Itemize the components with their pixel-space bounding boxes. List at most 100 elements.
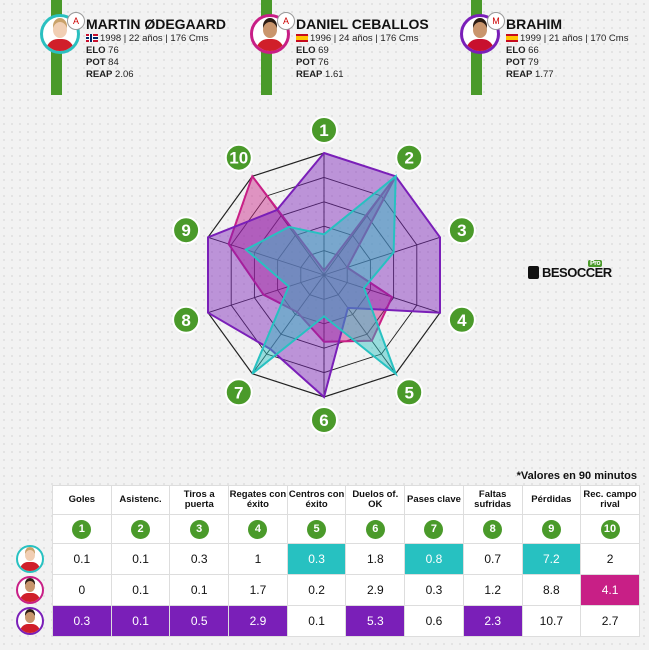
stat-header: Rec. campo rival bbox=[580, 485, 640, 515]
player-pot: POT 76 bbox=[296, 57, 329, 68]
stats-header-row: Goles Asistenc. Tiros a puerta Regates con … bbox=[8, 485, 640, 515]
player-pot: POT 79 bbox=[506, 57, 539, 68]
axis-badge bbox=[172, 305, 201, 334]
reap-value: 2.06 bbox=[115, 69, 134, 80]
axis-badge bbox=[224, 378, 253, 407]
player-avatar bbox=[16, 576, 44, 604]
club-crest-icon: M bbox=[487, 12, 505, 30]
radar-series-area bbox=[244, 174, 398, 377]
stat-value-cell: 7.2 bbox=[521, 543, 582, 575]
reap-label: REAP bbox=[506, 69, 533, 80]
elo-value: 76 bbox=[108, 45, 119, 56]
stat-value-cell: 0.7 bbox=[462, 543, 523, 575]
avatar-head-icon bbox=[53, 22, 67, 38]
avatar-body-icon bbox=[256, 39, 284, 51]
elo-label: ELO bbox=[506, 45, 526, 56]
stat-number-cell: 9 bbox=[521, 514, 582, 544]
player-stats-row: 0 0.1 0.1 1.7 0.2 2.9 0.3 1.2 8.8 4.1 bbox=[8, 574, 640, 606]
row-avatar-cell bbox=[8, 544, 53, 575]
stats-number-row: 1 2 3 4 5 6 7 8 9 10 bbox=[8, 514, 640, 544]
stat-value-cell: 1.7 bbox=[228, 574, 288, 606]
reap-label: REAP bbox=[296, 69, 323, 80]
stat-header: Regates con éxito bbox=[228, 485, 288, 515]
stat-value-cell: 8.8 bbox=[521, 574, 582, 606]
pot-label: POT bbox=[296, 57, 316, 68]
axis-badge bbox=[172, 216, 201, 245]
player-card: A DANIEL CEBALLOS 1996 | 24 años | 176 Cms… bbox=[248, 0, 438, 95]
avatar-head-icon bbox=[25, 581, 35, 592]
stat-number-cell: 2 bbox=[110, 514, 171, 544]
player-stats-row: 0.1 0.1 0.3 1 0.3 1.8 0.8 0.7 7.2 2 bbox=[8, 543, 640, 575]
stat-header: Centros con éxito bbox=[286, 485, 347, 515]
player-avatar bbox=[250, 14, 290, 54]
radar-series-area bbox=[207, 151, 441, 399]
stat-value-cell: 4.1 bbox=[580, 574, 640, 606]
player-reap: REAP 1.77 bbox=[506, 69, 554, 80]
elo-value: 66 bbox=[528, 45, 539, 56]
avatar-head-icon bbox=[25, 612, 35, 623]
avatar-head-icon bbox=[263, 22, 277, 38]
besoccer-mark-icon bbox=[528, 266, 539, 279]
axis-badge bbox=[395, 378, 424, 407]
player-info-text: 1996 | 24 años | 176 Cms bbox=[310, 33, 419, 44]
player-elo: ELO 66 bbox=[506, 45, 539, 56]
player-name: MARTIN ØDEGAARD bbox=[86, 16, 226, 32]
stat-value-cell: 1 bbox=[228, 543, 288, 575]
player-elo: ELO 69 bbox=[296, 45, 329, 56]
stat-value-cell: 0.3 bbox=[286, 543, 347, 575]
player-avatar bbox=[16, 545, 44, 573]
brand-pro-badge: Pro bbox=[588, 260, 603, 267]
axis-label: 10 bbox=[229, 149, 248, 168]
pot-value: 76 bbox=[318, 57, 329, 68]
stat-number-cell: 5 bbox=[286, 514, 347, 544]
elo-label: ELO bbox=[86, 45, 106, 56]
stat-number-cell: 4 bbox=[228, 514, 288, 544]
stat-number-badge: 7 bbox=[424, 520, 444, 539]
stat-value-cell: 0.5 bbox=[169, 605, 230, 637]
stat-number-cell: 6 bbox=[345, 514, 406, 544]
player-card: A MARTIN ØDEGAARD 1998 | 22 años | 176 Cms… bbox=[38, 0, 228, 95]
stat-number-badge: 4 bbox=[248, 520, 268, 539]
player-card: M BRAHIM 1999 | 21 años | 170 Cms ELO 66 POT… bbox=[458, 0, 648, 95]
player-elo: ELO 76 bbox=[86, 45, 119, 56]
radar-spoke bbox=[323, 274, 441, 314]
norway-flag-icon bbox=[86, 34, 98, 42]
stat-value-cell: 0.1 bbox=[286, 605, 347, 637]
player-info: 1996 | 24 años | 176 Cms bbox=[296, 33, 418, 44]
stat-value-cell: 10.7 bbox=[521, 605, 582, 637]
axis-badge bbox=[224, 143, 253, 172]
axis-badge bbox=[310, 116, 338, 144]
reap-value: 1.77 bbox=[535, 69, 554, 80]
stat-value-cell: 2.9 bbox=[228, 605, 288, 637]
axis-label: 5 bbox=[404, 383, 413, 402]
axis-label: 7 bbox=[234, 383, 243, 402]
stat-value-cell: 5.3 bbox=[345, 605, 406, 637]
stat-number-cell: 7 bbox=[404, 514, 464, 544]
stat-number-badge: 5 bbox=[307, 520, 327, 539]
stat-header: Pérdidas bbox=[521, 485, 582, 515]
player-pot: POT 84 bbox=[86, 57, 119, 68]
stat-value-cell: 0.3 bbox=[404, 574, 464, 606]
player-name: DANIEL CEBALLOS bbox=[296, 16, 429, 32]
player-stats-row: 0.3 0.1 0.5 2.9 0.1 5.3 0.6 2.3 10.7 2.7 bbox=[8, 605, 640, 637]
stat-number-badge: 8 bbox=[483, 520, 503, 539]
row-avatar-cell bbox=[8, 606, 53, 637]
elo-label: ELO bbox=[296, 45, 316, 56]
stat-value-cell: 0.1 bbox=[169, 574, 230, 606]
stat-number-badge: 6 bbox=[365, 520, 385, 539]
radar-series-area bbox=[227, 174, 397, 343]
player-reap: REAP 1.61 bbox=[296, 69, 344, 80]
stat-value-cell: 0.3 bbox=[169, 543, 230, 575]
elo-value: 69 bbox=[318, 45, 329, 56]
besoccer-logo: BESOCCER Pro bbox=[528, 260, 612, 280]
stats-table: Goles Asistenc. Tiros a puerta Regates con … bbox=[8, 485, 640, 637]
radar-spoke bbox=[251, 274, 325, 374]
axis-label: 9 bbox=[181, 221, 190, 240]
stat-value-cell: 2 bbox=[580, 543, 640, 575]
player-info-text: 1999 | 21 años | 170 Cms bbox=[520, 33, 629, 44]
stat-value-cell: 0.6 bbox=[404, 605, 464, 637]
stat-value-cell: 2.9 bbox=[345, 574, 406, 606]
stat-value-cell: 0.2 bbox=[286, 574, 347, 606]
stat-header: Pases clave bbox=[404, 485, 464, 515]
avatar-body-icon bbox=[20, 593, 40, 602]
